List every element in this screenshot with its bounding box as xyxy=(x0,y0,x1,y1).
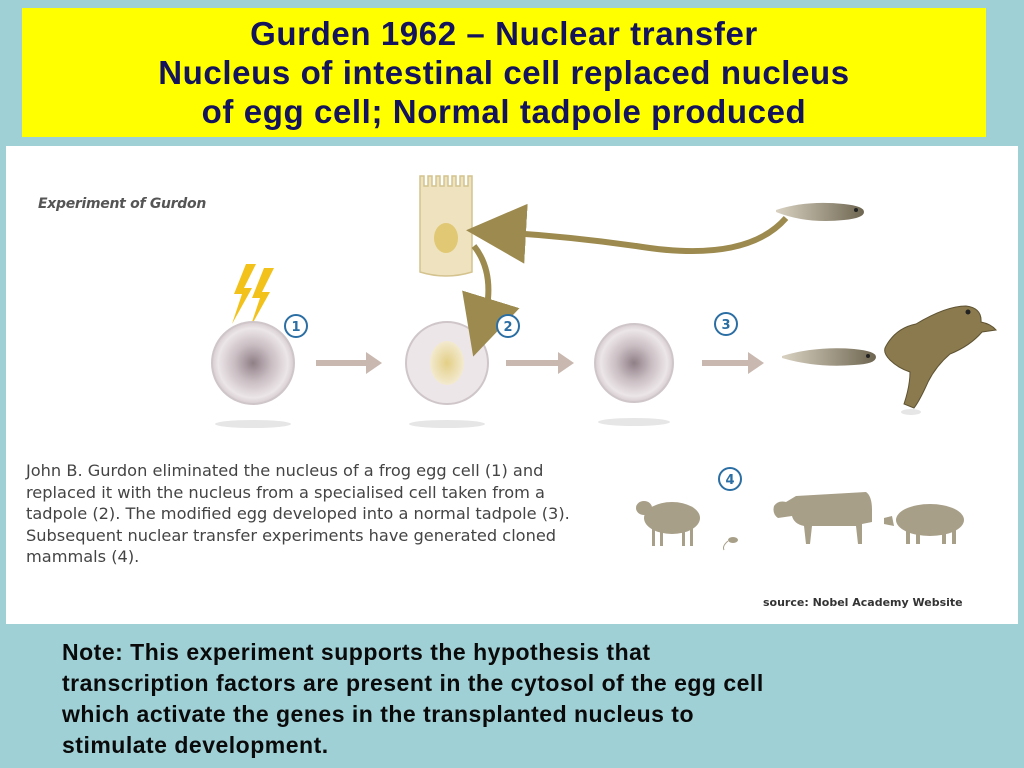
egg-cell-icon xyxy=(405,321,489,428)
process-arrow xyxy=(702,352,764,374)
step-badge-label: 3 xyxy=(721,318,730,333)
intestinal-cell-icon xyxy=(419,175,473,277)
note-line: transcription factors are present in the… xyxy=(62,670,764,696)
mouse-icon xyxy=(723,537,738,551)
process-arrow xyxy=(316,352,382,374)
caption-line: John B. Gurdon eliminated the nucleus of… xyxy=(26,461,544,480)
sheep-icon xyxy=(636,501,700,546)
caption-line: mammals (4). xyxy=(26,547,140,566)
note-line: stimulate development. xyxy=(62,732,329,758)
note-line: which activate the genes in the transpla… xyxy=(62,701,695,727)
step-badge-1: 1 xyxy=(284,314,308,338)
title-line-1: Gurden 1962 – Nuclear transfer xyxy=(250,15,758,52)
title-line-3: of egg cell; Normal tadpole produced xyxy=(201,93,807,130)
egg-cell-icon xyxy=(594,323,674,426)
step-badge-2: 2 xyxy=(496,314,520,338)
egg-cell-icon xyxy=(211,321,295,428)
tadpole-icon xyxy=(782,348,876,366)
lightning-icon xyxy=(232,264,274,328)
source-credit: source: Nobel Academy Website xyxy=(763,596,963,609)
caption-line: tadpole (2). The modified egg developed … xyxy=(26,504,570,523)
cow-icon xyxy=(773,492,872,544)
note-line: Note: This experiment supports the hypot… xyxy=(62,639,651,665)
experiment-diagram: 1 2 3 4 xyxy=(211,175,997,551)
tadpole-icon xyxy=(776,202,864,221)
step-badge-4: 4 xyxy=(718,467,742,491)
step-badge-label: 4 xyxy=(725,473,734,488)
figure-heading: Experiment of Gurdon xyxy=(38,196,206,212)
title-banner: Gurden 1962 – Nuclear transfer Nucleus o… xyxy=(22,8,986,137)
transfer-arrow xyxy=(462,244,520,357)
process-arrow xyxy=(506,352,574,374)
caption-line: replaced it with the nucleus from a spec… xyxy=(26,482,545,502)
step-badge-3: 3 xyxy=(714,312,738,336)
frog-icon xyxy=(884,305,997,415)
caption-line: Subsequent nuclear transfer experiments … xyxy=(26,525,557,545)
pig-icon xyxy=(884,504,964,544)
step-badge-label: 1 xyxy=(291,320,300,335)
source-arrow xyxy=(466,203,789,264)
step-badge-label: 2 xyxy=(503,320,512,335)
figure-caption: John B. Gurdon eliminated the nucleus of… xyxy=(26,460,636,568)
experiment-figure: 1 2 3 4 xyxy=(6,146,1018,624)
title-line-2: Nucleus of intestinal cell replaced nucl… xyxy=(158,54,850,91)
note-text: Note: This experiment supports the hypot… xyxy=(62,637,982,761)
